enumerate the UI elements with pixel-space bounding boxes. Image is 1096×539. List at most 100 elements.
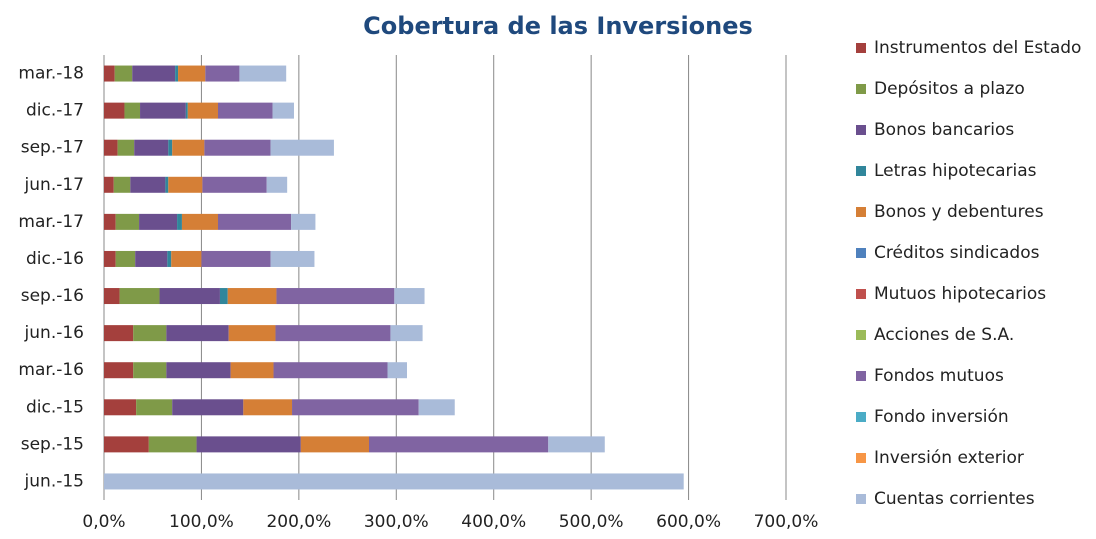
legend-swatch: [856, 125, 866, 135]
bar-segment: [185, 102, 188, 119]
legend-label: Acciones de S.A.: [874, 325, 1014, 345]
bar-segment: [171, 250, 202, 267]
legend-swatch: [856, 166, 866, 176]
bar-segment: [104, 65, 115, 82]
bar-segment: [300, 436, 370, 453]
legend-swatch: [856, 453, 866, 463]
bar-segment: [243, 399, 293, 416]
bar-segment: [219, 288, 228, 305]
bar-segment: [132, 65, 176, 82]
bar-segment: [266, 176, 288, 193]
bar-segment: [124, 102, 141, 119]
legend-swatch: [856, 494, 866, 504]
x-tick-label: 700,0%: [754, 512, 819, 532]
bar-segment: [270, 139, 334, 156]
bar-segment: [167, 250, 172, 267]
legend-swatch: [856, 207, 866, 217]
bar-segment: [227, 288, 277, 305]
bar-segment: [369, 436, 549, 453]
bar-segment: [134, 139, 169, 156]
bar-segment: [104, 250, 116, 267]
legend-label: Bonos y debentures: [874, 202, 1044, 222]
legend-label: Letras hipotecarias: [874, 161, 1037, 181]
bar-segment: [390, 325, 423, 342]
legend-swatch: [856, 289, 866, 299]
bar-segment: [178, 65, 206, 82]
bar-segment: [130, 176, 166, 193]
legend-label: Mutuos hipotecarios: [874, 284, 1046, 304]
bar-segment: [133, 325, 167, 342]
bar-segment: [148, 436, 197, 453]
x-tick-label: 300,0%: [364, 512, 429, 532]
y-tick-label: dic.-17: [26, 101, 84, 121]
y-tick-label: sep.-15: [21, 434, 84, 454]
bar-segment: [387, 362, 408, 379]
bar-segment: [119, 288, 160, 305]
bar-segment: [205, 65, 240, 82]
bar-segment: [104, 436, 149, 453]
legend-label: Bonos bancarios: [874, 120, 1014, 140]
bar-segment: [104, 362, 134, 379]
bar-segment: [272, 102, 294, 119]
bar-segment: [275, 325, 391, 342]
bar-segment: [394, 288, 425, 305]
bar-segment: [104, 213, 116, 230]
y-tick-label: jun.-15: [24, 471, 84, 491]
x-tick-label: 100,0%: [169, 512, 234, 532]
bar-segment: [202, 176, 267, 193]
bar-segment: [292, 399, 419, 416]
bar-segment: [276, 288, 395, 305]
bar-segment: [228, 325, 276, 342]
bar-segment: [177, 213, 182, 230]
bar-segment: [239, 65, 287, 82]
bar-segment: [159, 288, 220, 305]
bar-segment: [548, 436, 605, 453]
bar-segment: [168, 139, 173, 156]
bar-segment: [166, 325, 229, 342]
y-tick-label: dic.-16: [26, 249, 84, 269]
bar-segment: [201, 250, 271, 267]
y-tick-label: dic.-15: [26, 397, 84, 417]
legend-label: Depósitos a plazo: [874, 79, 1025, 99]
y-tick-label: jun.-17: [24, 175, 84, 195]
legend-label: Fondos mutuos: [874, 366, 1004, 386]
chart-title: Cobertura de las Inversiones: [363, 12, 753, 40]
bar-segment: [114, 65, 133, 82]
legend-label: Inversión exterior: [874, 448, 1024, 468]
bar-segment: [166, 362, 231, 379]
legend-label: Instrumentos del Estado: [874, 38, 1081, 58]
y-tick-label: mar.-17: [18, 212, 84, 232]
x-tick-label: 0,0%: [82, 512, 125, 532]
legend-swatch: [856, 412, 866, 422]
bar-segment: [104, 176, 114, 193]
bar-segment: [181, 213, 218, 230]
bar-segment: [165, 176, 169, 193]
bar-segment: [204, 139, 271, 156]
bar-segment: [270, 250, 315, 267]
legend-label: Cuentas corrientes: [874, 489, 1035, 509]
bar-segment: [217, 213, 292, 230]
bar-segment: [230, 362, 274, 379]
bar-segment: [133, 362, 167, 379]
bar-segment: [168, 176, 203, 193]
bar-segment: [187, 102, 218, 119]
legend-swatch: [856, 43, 866, 53]
bar-segment: [175, 65, 179, 82]
bar-segment: [172, 399, 244, 416]
legend-label: Créditos sindicados: [874, 243, 1040, 263]
y-tick-label: sep.-16: [21, 286, 84, 306]
bar-segment: [291, 213, 316, 230]
bar-segment: [196, 436, 301, 453]
legend-label: Fondo inversión: [874, 407, 1009, 427]
legend-swatch: [856, 84, 866, 94]
x-tick-label: 200,0%: [266, 512, 331, 532]
bar-segment: [135, 250, 168, 267]
bar-segment: [172, 139, 205, 156]
legend-swatch: [856, 248, 866, 258]
bar-segment: [104, 288, 120, 305]
bar-segment: [217, 102, 273, 119]
bar-segment: [273, 362, 388, 379]
bar-segment: [418, 399, 455, 416]
bar-segment: [104, 473, 684, 490]
